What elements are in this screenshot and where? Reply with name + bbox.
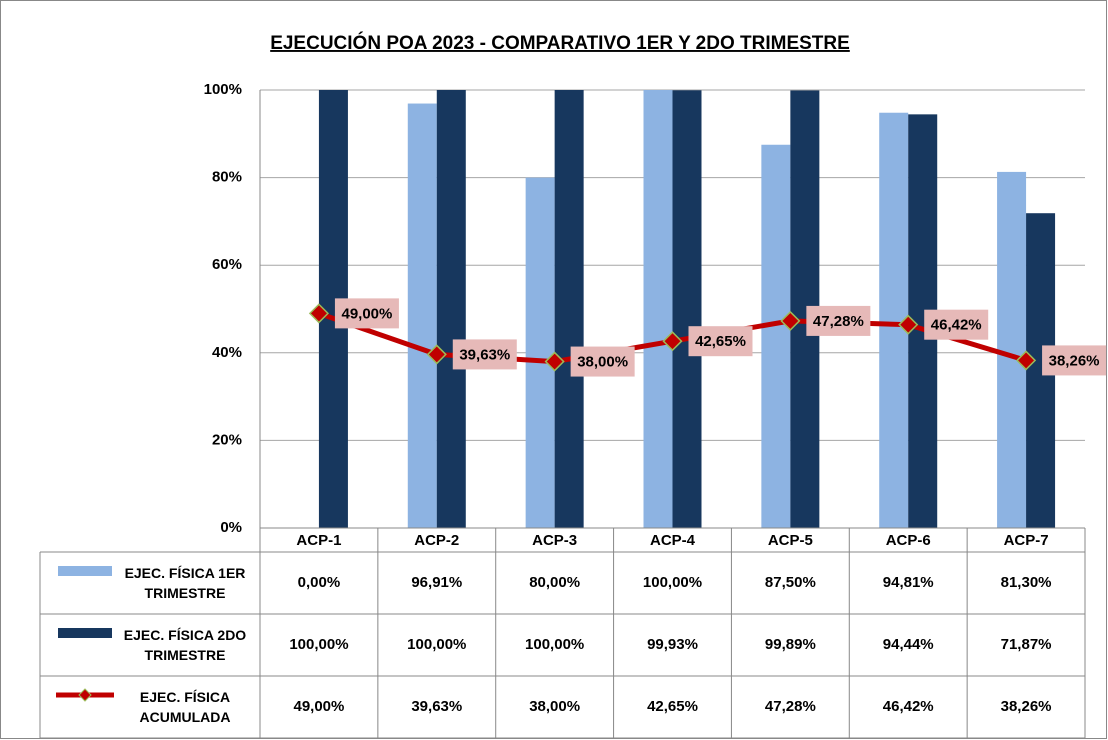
y-tick-label: 80% [212,169,242,186]
table-cell: 87,50% [765,574,816,591]
table-cell: 100,00% [525,636,584,653]
data-label-box [452,339,517,370]
table-cell: 99,89% [765,636,816,653]
data-label-box [570,346,635,377]
table-cell: 100,00% [407,636,466,653]
data-label-box [806,305,871,336]
legend-entry-box: EJEC. FÍSICA ACUMULADA [139,689,231,725]
data-label: 42,65% [695,333,746,350]
x-tick-label: ACP-3 [532,532,577,549]
table-cell: 80,00% [529,574,580,591]
bar [436,90,466,528]
data-label-box [688,326,753,357]
table-cell: 71,87% [1001,636,1052,653]
table-cell: 94,44% [883,636,934,653]
legend-key [78,688,92,702]
legend-entry: EJEC. FÍSICA 1ER TRIMESTRE [124,565,246,601]
data-label: 38,26% [1049,352,1100,369]
marker [544,351,565,372]
data-label: 46,42% [931,317,982,334]
legend-key [58,566,112,576]
y-tick-label: 20% [212,431,242,448]
bar [407,103,437,528]
table-cell: 100,00% [643,574,702,591]
bar [761,144,791,528]
bar [997,171,1027,528]
marker [308,303,329,324]
x-tick-label: ACP-5 [768,532,813,549]
x-tick-label: ACP-7 [1004,532,1049,549]
data-label: 49,00% [341,305,392,322]
data-label: 38,00% [577,354,628,371]
legend-entry-box: EJEC. FÍSICA 1ER TRIMESTRE [124,565,246,601]
bar [643,90,673,528]
marker [1016,350,1037,371]
data-label: 39,63% [459,346,510,363]
table-cell: 38,26% [1001,698,1052,715]
legend-entry: EJEC. FÍSICA ACUMULADA [139,689,231,725]
marker [898,314,919,335]
table-cell: 39,63% [411,698,462,715]
marker [662,331,683,352]
x-tick-label: ACP-1 [296,532,341,549]
data-label-box [924,309,989,340]
y-tick-label: 0% [220,519,242,536]
table-cell: 42,65% [647,698,698,715]
data-label: 47,28% [813,313,864,330]
bar [525,177,555,528]
data-label-box [1042,345,1107,376]
marker [780,310,801,331]
table-cell: 99,93% [647,636,698,653]
table-cell: 94,81% [883,574,934,591]
chart-title: EJECUCIÓN POA 2023 - COMPARATIVO 1ER Y 2… [270,32,850,54]
bar [554,90,584,528]
y-tick-label: 100% [204,81,242,98]
table-cell: 49,00% [293,698,344,715]
table-cell: 100,00% [289,636,348,653]
bar [672,90,702,528]
x-tick-label: ACP-6 [886,532,931,549]
x-tick-label: ACP-2 [414,532,459,549]
legend-entry-box: EJEC. FÍSICA 2DO TRIMESTRE [123,627,247,663]
table-cell: 47,28% [765,698,816,715]
legend-key [58,628,112,638]
marker [426,344,447,365]
data-label-box [334,298,399,329]
table-cell: 38,00% [529,698,580,715]
table-cell: 46,42% [883,698,934,715]
table-cell: 96,91% [411,574,462,591]
table-cell: 81,30% [1001,574,1052,591]
x-tick-label: ACP-4 [650,532,696,549]
y-tick-label: 60% [212,256,242,273]
y-tick-label: 40% [212,344,242,361]
legend-entry: EJEC. FÍSICA 2DO TRIMESTRE [123,627,247,663]
table-cell: 0,00% [298,574,341,591]
